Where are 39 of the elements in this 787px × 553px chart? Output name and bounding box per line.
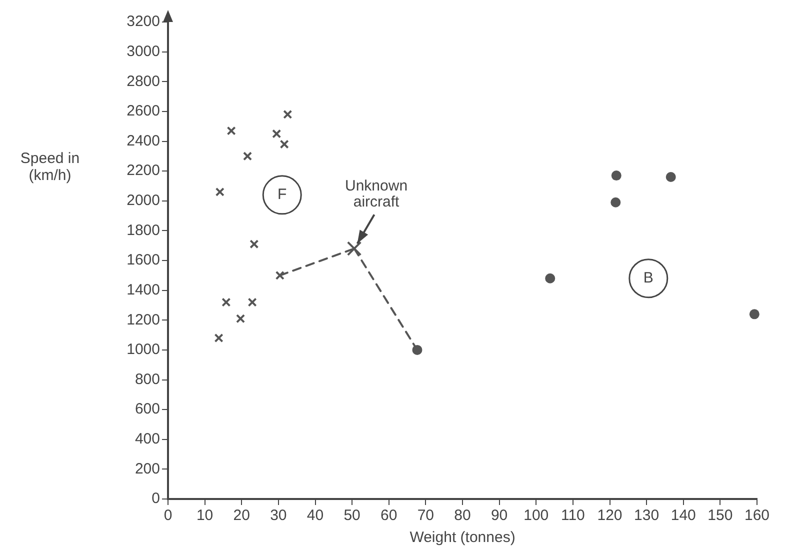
x-tick-label: 80: [454, 507, 471, 524]
x-tick-label: 60: [380, 507, 398, 524]
y-tick-label: 1600: [126, 252, 160, 269]
annotation: F: [278, 186, 287, 204]
y-tick-label: 3000: [126, 42, 160, 60]
y-tick-label: 1000: [126, 341, 160, 358]
x-tick-label: 160: [744, 507, 770, 524]
y-tick-label: 2800: [126, 72, 160, 90]
x-tick-label: 30: [270, 507, 287, 524]
x-tick-label: 130: [634, 507, 660, 524]
y-tick-label: 800: [134, 370, 160, 388]
y-tick-label: 0: [152, 490, 160, 508]
y-tick-label: 2200: [126, 162, 160, 180]
x-tick-label: 0: [164, 507, 172, 524]
x-tick-label: 150: [708, 507, 733, 524]
y-tick-label: 600: [134, 400, 160, 418]
x-tick-label: 70: [417, 507, 434, 524]
y-tick-label: 1200: [126, 311, 160, 328]
y-tick-label: 200: [134, 460, 160, 478]
annotation: Unknown aircraft: [345, 178, 408, 211]
x-tick-label: 50: [344, 507, 360, 524]
y-tick-label: 1400: [126, 281, 160, 298]
x-tick-label: 40: [306, 507, 324, 524]
x-tick-label: 120: [597, 507, 622, 524]
x-tick-label: 100: [524, 507, 549, 524]
y-tick-label: 2000: [126, 192, 160, 210]
x-tick-label: 110: [560, 507, 585, 524]
annotation: B: [643, 270, 654, 287]
y-tick-label: 400: [134, 430, 160, 448]
y-tick-label: 3200: [126, 13, 160, 30]
x-tick-label: 140: [670, 507, 696, 524]
y-axis-title: Speed in (km/h): [19, 150, 81, 184]
x-tick-label: 10: [196, 507, 214, 524]
x-tick-label: 20: [233, 507, 250, 524]
y-tick-label: 2400: [126, 132, 160, 150]
y-tick-label: 2600: [126, 102, 160, 120]
x-axis-title: Weight (tonnes): [410, 529, 516, 546]
x-tick-label: 90: [490, 507, 508, 524]
y-tick-label: 1800: [126, 222, 160, 239]
